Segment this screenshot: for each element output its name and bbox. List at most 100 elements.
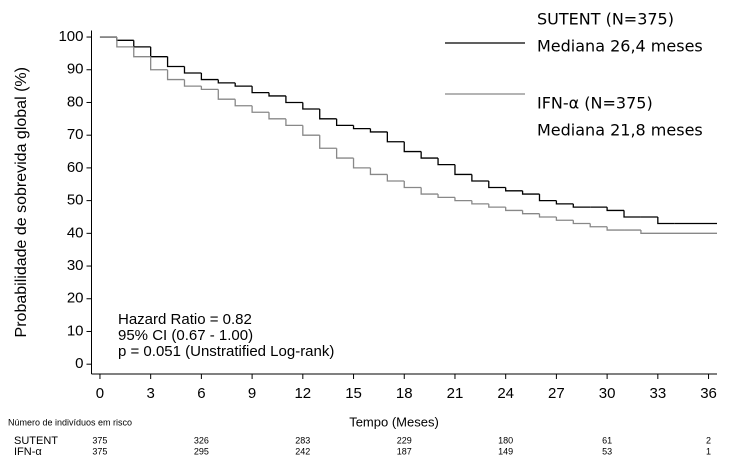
- survival-step: [488, 180, 506, 189]
- x-tick-label: 27: [548, 385, 565, 402]
- y-tick-label: 80: [67, 93, 84, 110]
- survival-step: [572, 203, 591, 208]
- survival-step: [369, 128, 388, 133]
- risk-count: 53: [602, 446, 612, 456]
- x-tick-label: 36: [700, 385, 717, 402]
- survival-step: [183, 79, 202, 87]
- survival-step: [319, 135, 337, 149]
- survival-step: [352, 125, 371, 130]
- annotation: p = 0.051 (Unstratified Log-rank): [118, 343, 334, 360]
- survival-step: [555, 216, 574, 221]
- survival-step: [606, 226, 625, 231]
- survival-step: [251, 86, 270, 94]
- survival-step: [217, 89, 236, 100]
- x-tick-label: 12: [294, 385, 311, 402]
- x-tick-label: 3: [146, 385, 154, 402]
- risk-count: 229: [397, 435, 412, 445]
- survival-step: [116, 37, 134, 41]
- survival-step: [505, 187, 523, 192]
- survival-step: [200, 86, 219, 91]
- survival-step: [352, 158, 371, 169]
- survival-step: [657, 216, 675, 225]
- annotation: Hazard Ratio = 0.82: [118, 311, 252, 328]
- x-tick-label: 18: [396, 385, 413, 402]
- survival-step: [437, 194, 455, 198]
- survival-step: [505, 207, 523, 212]
- x-axis-label: Tempo (Meses): [349, 414, 439, 429]
- legend-label: SUTENT (N=375): [537, 10, 674, 29]
- survival-step: [268, 92, 286, 97]
- survival-step: [302, 102, 320, 110]
- y-tick-label: 90: [67, 61, 84, 78]
- risk-count: 242: [295, 446, 310, 456]
- risk-count: 149: [498, 446, 513, 456]
- risk-count: 187: [397, 446, 412, 456]
- survival-step: [555, 200, 574, 205]
- y-tick-label: 20: [67, 290, 84, 307]
- survival-step: [420, 151, 439, 159]
- x-tick-label: 15: [345, 385, 362, 402]
- risk-row-label: IFN-α: [14, 446, 42, 458]
- y-axis-label: Probabilidade de sobrevida global (%): [13, 67, 30, 337]
- y-tick-label: 70: [67, 126, 84, 143]
- risk-count: 2: [706, 435, 711, 445]
- survival-step: [150, 46, 168, 58]
- survival-step: [420, 187, 439, 195]
- x-tick-label: 24: [497, 385, 514, 402]
- risk-row-label: SUTENT: [14, 435, 58, 447]
- survival-step: [251, 105, 270, 113]
- survival-step: [116, 37, 134, 48]
- survival-step: [589, 223, 608, 228]
- risk-count: 295: [194, 446, 209, 456]
- survival-step: [623, 210, 641, 218]
- survival-step: [319, 109, 337, 120]
- survival-step: [386, 131, 405, 143]
- survival-step: [234, 82, 253, 87]
- survival-step: [183, 66, 202, 74]
- legend-median: Mediana 26,4 meses: [537, 37, 703, 56]
- y-tick-label: 60: [67, 159, 84, 176]
- x-tick-label: 0: [96, 385, 104, 402]
- survival-step: [335, 148, 354, 159]
- survival-step: [268, 112, 286, 120]
- x-tick-label: 33: [649, 385, 666, 402]
- survival-step: [606, 207, 625, 212]
- risk-count: 61: [602, 435, 612, 445]
- survival-step: [285, 118, 303, 127]
- survival-step: [302, 125, 320, 136]
- survival-step: [488, 203, 506, 208]
- x-tick-label: 30: [599, 385, 616, 402]
- survival-step: [521, 210, 540, 215]
- survival-step: [437, 158, 455, 166]
- survival-step: [538, 194, 557, 202]
- survival-step: [640, 230, 717, 234]
- x-tick-label: 9: [248, 385, 256, 402]
- risk-count: 283: [295, 435, 310, 445]
- survival-step: [521, 190, 540, 195]
- risk-count: 375: [92, 435, 107, 445]
- y-tick-label: 10: [67, 322, 84, 339]
- survival-step: [369, 167, 388, 176]
- x-tick-label: 6: [197, 385, 205, 402]
- survival-step: [150, 56, 168, 71]
- survival-step: [403, 180, 422, 189]
- survival-step: [572, 220, 591, 225]
- annotation: 95% CI (0.67 - 1.00): [118, 327, 253, 344]
- survival-step: [234, 99, 253, 107]
- risk-count: 326: [194, 435, 209, 445]
- survival-step: [133, 40, 151, 48]
- survival-step: [200, 73, 219, 81]
- risk-count: 180: [498, 435, 513, 445]
- survival-step: [471, 174, 489, 182]
- survival-step: [166, 56, 185, 68]
- risk-table-title: Número de indivíduos em risco: [8, 417, 132, 427]
- y-tick-label: 0: [75, 355, 83, 372]
- risk-count: 375: [92, 446, 107, 456]
- survival-step: [285, 95, 303, 104]
- y-tick-label: 100: [58, 28, 83, 45]
- survival-step: [217, 79, 236, 84]
- survival-step: [403, 141, 422, 153]
- survival-step: [454, 197, 472, 202]
- legend-label: IFN-α (N=375): [537, 94, 653, 113]
